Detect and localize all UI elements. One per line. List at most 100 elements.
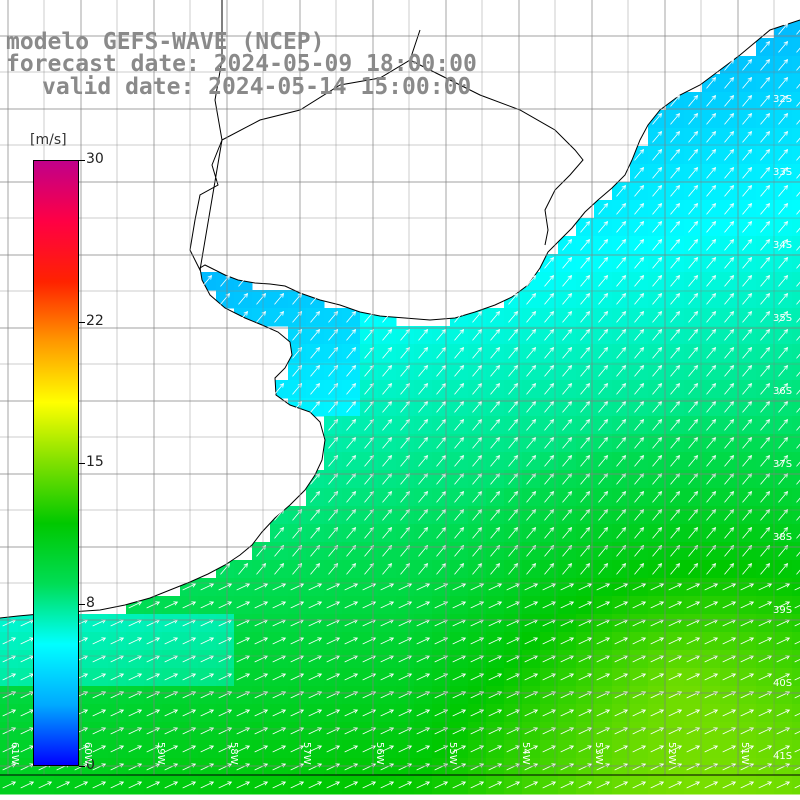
wind-speed-cell	[792, 236, 800, 255]
wind-arrow	[616, 274, 627, 287]
wind-speed-cell	[792, 182, 800, 201]
wind-arrow	[418, 328, 429, 341]
wind-speed-cell	[792, 362, 800, 381]
wind-arrow	[652, 166, 663, 179]
wind-arrow	[778, 22, 789, 35]
wind-arrow	[634, 220, 645, 233]
wind-arrow	[526, 292, 537, 305]
wind-arrow	[760, 274, 771, 287]
wind-arrow	[724, 58, 735, 71]
wind-arrow	[706, 328, 717, 341]
wind-arrow	[634, 292, 645, 305]
wind-speed-cell	[792, 200, 800, 219]
wind-arrow	[472, 328, 483, 341]
wind-arrow	[760, 184, 771, 197]
wind-arrow	[634, 238, 645, 251]
wind-arrow	[742, 256, 753, 269]
wind-arrow	[310, 310, 321, 323]
wind-speed-cell	[792, 632, 800, 651]
colorbar-tick-label: 8	[86, 595, 95, 612]
wind-arrow	[616, 346, 627, 359]
wind-speed-cell	[792, 398, 800, 417]
wind-arrow	[778, 184, 789, 197]
wind-arrow	[742, 148, 753, 161]
wind-arrow	[652, 328, 663, 341]
colorbar-tick-mark	[79, 160, 85, 161]
wind-arrow	[490, 346, 501, 359]
wind-arrow	[634, 328, 645, 341]
wind-arrow	[742, 184, 753, 197]
wind-speed-cell	[792, 290, 800, 309]
wind-arrow	[688, 310, 699, 323]
wind-speed-cell	[792, 380, 800, 399]
wind-arrow	[760, 292, 771, 305]
wind-arrow	[796, 263, 800, 269]
wind-arrow	[634, 166, 645, 179]
wind-arrow	[382, 346, 393, 359]
wind-speed-cell	[792, 740, 800, 759]
wind-arrow	[562, 256, 573, 269]
wind-arrow	[724, 202, 735, 215]
wind-arrow	[616, 220, 627, 233]
wind-arrow	[670, 112, 681, 125]
wind-arrow	[526, 346, 537, 359]
wind-speed-cell	[792, 704, 800, 723]
wind-arrow	[724, 130, 735, 143]
wind-arrow	[310, 292, 321, 305]
wind-arrow	[778, 58, 789, 71]
wind-arrow	[652, 238, 663, 251]
colorbar-tick-mark	[79, 604, 85, 606]
wind-arrow	[562, 328, 573, 341]
wind-speed-cell	[792, 326, 800, 345]
wind-arrow	[346, 346, 357, 359]
wind-arrow	[706, 310, 717, 323]
wind-arrow	[742, 130, 753, 143]
wind-arrow	[796, 299, 800, 305]
wind-arrow	[670, 310, 681, 323]
wind-arrow	[652, 130, 663, 143]
wind-arrow	[238, 292, 249, 305]
wind-arrow	[742, 58, 753, 71]
wind-arrow	[688, 148, 699, 161]
wind-speed-cell	[792, 20, 800, 39]
latitude-label: 38S	[773, 532, 793, 543]
wind-arrow	[706, 238, 717, 251]
wind-arrow	[706, 166, 717, 179]
wind-arrow	[724, 292, 735, 305]
wind-arrow	[778, 202, 789, 215]
colorbar-tick-label: 30	[86, 151, 104, 167]
wind-arrow	[688, 238, 699, 251]
wind-arrow	[670, 94, 681, 107]
wind-arrow	[310, 346, 321, 359]
wind-arrow	[796, 137, 800, 143]
wind-arrow	[238, 310, 249, 323]
wind-arrow	[634, 310, 645, 323]
wind-speed-cell	[792, 668, 800, 687]
wind-arrow	[580, 310, 591, 323]
wind-arrow	[382, 328, 393, 341]
wind-arrow	[310, 328, 321, 341]
colorbar-tick-label: 15	[86, 454, 104, 470]
wind-arrow	[652, 220, 663, 233]
wind-arrow	[346, 310, 357, 323]
wind-arrow	[490, 310, 501, 323]
wind-arrow	[688, 220, 699, 233]
wind-arrow	[598, 238, 609, 251]
wind-arrow	[598, 202, 609, 215]
wind-speed-cell	[792, 254, 800, 273]
wind-arrow	[760, 166, 771, 179]
wind-arrow	[274, 310, 285, 323]
wind-arrow	[724, 310, 735, 323]
wind-arrow	[652, 148, 663, 161]
wind-arrow	[688, 94, 699, 107]
forecast-date-title: forecast date: 2024-05-09 18:00:00	[6, 51, 477, 77]
wind-speed-cell	[792, 92, 800, 111]
wind-speed-cell	[792, 344, 800, 363]
latitude-label: 39S	[773, 605, 793, 616]
wind-arrow	[706, 184, 717, 197]
wind-arrow	[796, 227, 800, 233]
wind-arrow	[742, 76, 753, 89]
wind-speed-cell	[792, 578, 800, 597]
wind-arrow	[544, 274, 555, 287]
